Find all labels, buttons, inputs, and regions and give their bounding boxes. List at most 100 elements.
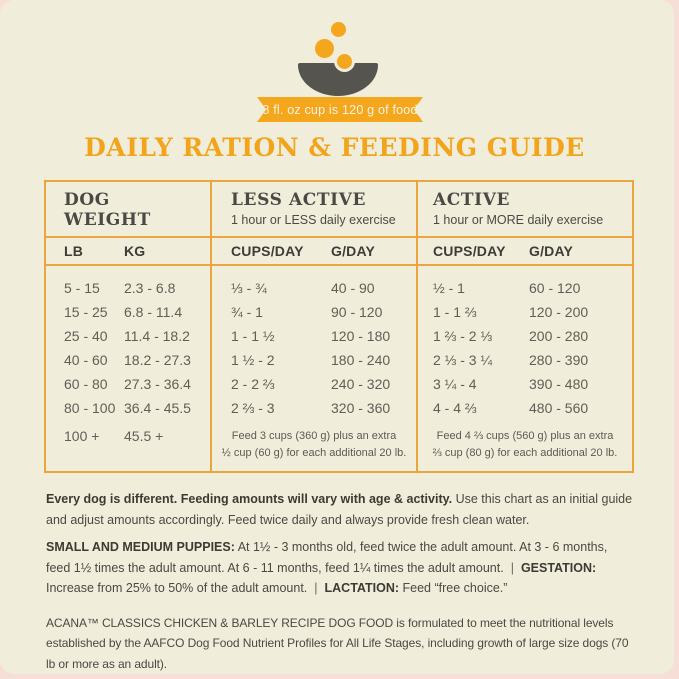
note-life-stages: SMALL AND MEDIUM PUPPIES: At 1½ - 3 mont…: [46, 537, 634, 599]
cell-grams: 200 - 280: [529, 328, 589, 344]
column-header-cups: CUPS/DAY: [231, 243, 304, 259]
cell-cups: ⅓ - ¾: [231, 280, 267, 296]
note-puppies-label: SMALL AND MEDIUM PUPPIES:: [46, 540, 235, 554]
cell-lb: 5 - 15: [64, 280, 100, 296]
cell-kg: 45.5 +: [124, 428, 164, 444]
column-header-grams: G/DAY: [529, 243, 574, 259]
table-row: ½ - 1 60 - 120: [418, 276, 632, 300]
cell-kg: 18.2 - 27.3: [124, 352, 191, 368]
table-body-less-active: ⅓ - ¾ 40 - 90 ¾ - 1 90 - 120 1 - 1 ½ 120 - …: [212, 266, 416, 471]
cell-kg: 6.8 - 11.4: [124, 304, 183, 320]
cell-lb: 100 +: [64, 428, 100, 444]
cell-kg: 27.3 - 36.4: [124, 376, 191, 392]
table-row: 5 - 15 2.3 - 6.8: [46, 276, 210, 300]
group-subtitle: 1 hour or LESS daily exercise: [231, 213, 396, 227]
table-row: 15 - 25 6.8 - 11.4: [46, 300, 210, 324]
note-general: Every dog is different. Feeding amounts …: [46, 489, 634, 530]
table-row: 80 - 100 36.4 - 45.5: [46, 396, 210, 420]
cell-grams: 480 - 560: [529, 400, 589, 416]
cell-grams: 120 - 180: [331, 328, 391, 344]
cell-kg: 11.4 - 18.2: [124, 328, 190, 344]
table-row: 2 - 2 ⅔ 240 - 320: [212, 372, 416, 396]
kibble-dot-icon: [331, 22, 346, 37]
cell-lb: 25 - 40: [64, 328, 108, 344]
cell-cups: 1 - 1 ⅔: [433, 304, 477, 320]
cup-measure-text: 8 fl. oz cup is 120 g of food: [262, 102, 418, 117]
cell-grams: 120 - 200: [529, 304, 589, 320]
cell-kg: 36.4 - 45.5: [124, 400, 191, 416]
table-row: ¾ - 1 90 - 120: [212, 300, 416, 324]
cell-kg: 2.3 - 6.8: [124, 280, 176, 296]
note-lactation-text: Feed “free choice.”: [399, 581, 508, 595]
cell-lb: 40 - 60: [64, 352, 108, 368]
column-header-cups: CUPS/DAY: [433, 243, 506, 259]
cell-cups: 4 - 4 ⅔: [433, 400, 477, 416]
cell-cups: 3 ¼ - 4: [433, 376, 477, 392]
cell-grams: 90 - 120: [331, 304, 383, 320]
cell-grams: 280 - 390: [529, 352, 589, 368]
cell-cups: 1 - 1 ½: [231, 328, 275, 344]
table-row: 1 ½ - 2 180 - 240: [212, 348, 416, 372]
note-lactation-label: LACTATION:: [324, 581, 400, 595]
page-title: DAILY RATION & FEEDING GUIDE: [84, 133, 585, 162]
separator: |: [510, 560, 514, 575]
cup-measure-ribbon: 8 fl. oz cup is 120 g of food: [257, 97, 423, 122]
table-row: 3 ¼ - 4 390 - 480: [418, 372, 632, 396]
note-general-rest: Use this chart as an initial guide and a…: [46, 492, 633, 527]
cell-grams: 390 - 480: [529, 376, 589, 392]
note-puppies-text: At 1½ - 3 months old, feed twice the adu…: [46, 540, 608, 575]
table-row: 2 ⅔ - 3 320 - 360: [212, 396, 416, 420]
column-group-dog-weight: DOG WEIGHT LB KG 5 - 15 2.3 - 6.8 15 - 25…: [46, 182, 210, 471]
kibble-dot-icon: [315, 39, 334, 58]
cell-lb: 80 - 100: [64, 400, 116, 416]
table-row: 1 - 1 ½ 120 - 180: [212, 324, 416, 348]
table-row: 1 ⅔ - 2 ⅓ 200 - 280: [418, 324, 632, 348]
cell-cups: ¾ - 1: [231, 304, 263, 320]
table-row: 2 ⅓ - 3 ¼ 280 - 390: [418, 348, 632, 372]
footer-notes: Every dog is different. Feeding amounts …: [46, 489, 634, 679]
cell-grams: 240 - 320: [331, 376, 391, 392]
group-title: ACTIVE: [433, 190, 511, 210]
table-body-active: ½ - 1 60 - 120 1 - 1 ⅔ 120 - 200 1 ⅔ - 2 ⅓…: [418, 266, 632, 471]
table-row: 60 - 80 27.3 - 36.4: [46, 372, 210, 396]
group-title: DOG WEIGHT: [64, 190, 151, 230]
subheader-row: LB KG: [46, 238, 210, 266]
cell-lb: 15 - 25: [64, 304, 108, 320]
cell-cups: 2 ⅔ - 3: [231, 400, 275, 416]
subheader-row: CUPS/DAY G/DAY: [418, 238, 632, 266]
table-row: ⅓ - ¾ 40 - 90: [212, 276, 416, 300]
food-bowl-icon: [288, 20, 392, 98]
table-row-overflow: Feed 3 cups (360 g) plus an extra ½ cup …: [212, 420, 416, 471]
cell-cups: 2 - 2 ⅔: [231, 376, 275, 392]
table-row: 40 - 60 18.2 - 27.3: [46, 348, 210, 372]
cell-cups: 2 ⅓ - 3 ¼: [433, 352, 493, 368]
table-row-overflow: 100 + 45.5 +: [46, 420, 210, 471]
note-aafco: ACANA™ CLASSICS CHICKEN & BARLEY RECIPE …: [46, 615, 629, 671]
group-header-dog-weight: DOG WEIGHT: [46, 182, 210, 238]
overflow-feed-note: Feed 3 cups (360 g) plus an extra ½ cup …: [221, 430, 407, 459]
separator: |: [314, 581, 318, 595]
note-general-bold: Every dog is different. Feeding amounts …: [46, 492, 453, 506]
cell-grams: 60 - 120: [529, 280, 581, 296]
group-header-less-active: LESS ACTIVE 1 hour or LESS daily exercis…: [212, 182, 416, 238]
feeding-table: DOG WEIGHT LB KG 5 - 15 2.3 - 6.8 15 - 25…: [44, 180, 634, 473]
column-header-lb: LB: [64, 243, 84, 259]
bowl-shape-icon: [298, 63, 378, 96]
cell-cups: 1 ⅔ - 2 ⅓: [433, 328, 493, 344]
subheader-row: CUPS/DAY G/DAY: [212, 238, 416, 266]
overflow-feed-note: Feed 4 ⅔ cups (560 g) plus an extra ⅔ cu…: [432, 430, 618, 459]
group-header-active: ACTIVE 1 hour or MORE daily exercise: [418, 182, 632, 238]
column-group-active: ACTIVE 1 hour or MORE daily exercise CUP…: [418, 182, 632, 471]
cell-cups: 1 ½ - 2: [231, 352, 275, 368]
table-row: 25 - 40 11.4 - 18.2: [46, 324, 210, 348]
cell-grams: 320 - 360: [331, 400, 391, 416]
table-row-overflow: Feed 4 ⅔ cups (560 g) plus an extra ⅔ cu…: [418, 420, 632, 471]
group-title: LESS ACTIVE: [231, 190, 367, 210]
table-body-weight: 5 - 15 2.3 - 6.8 15 - 25 6.8 - 11.4 25 - 4…: [46, 266, 210, 471]
cell-cups: ½ - 1: [433, 280, 465, 296]
column-header-grams: G/DAY: [331, 243, 376, 259]
cell-lb: 60 - 80: [64, 376, 108, 392]
cell-grams: 40 - 90: [331, 280, 375, 296]
